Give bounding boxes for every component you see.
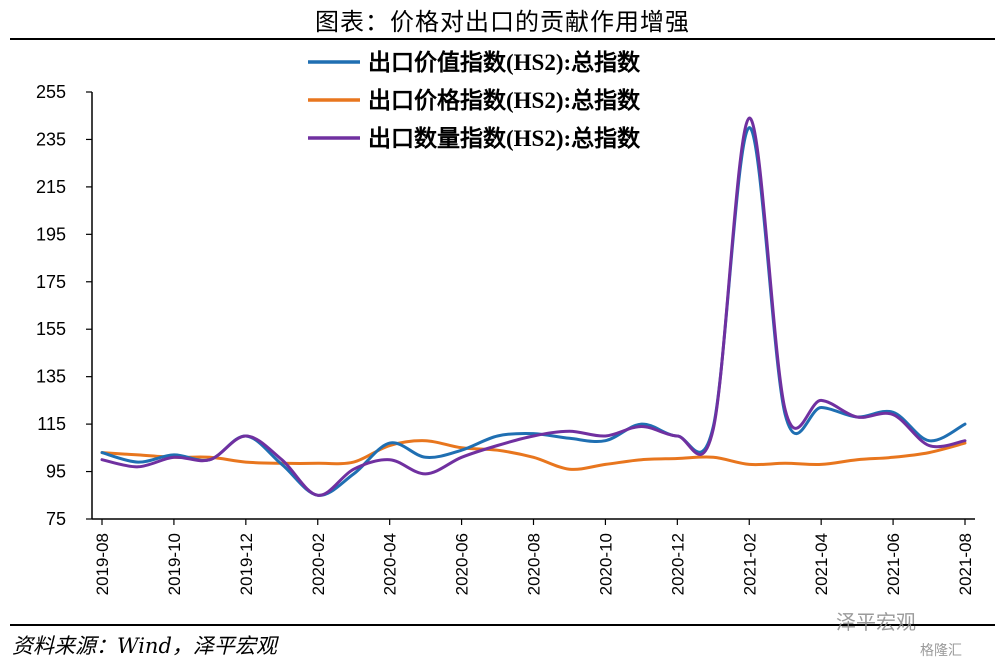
series-line-0 — [100, 126, 967, 497]
x-tick-label: 2019-10 — [165, 533, 184, 595]
y-tick-label: 235 — [36, 129, 66, 149]
y-tick-label: 135 — [36, 367, 66, 387]
x-tick-label: 2020-10 — [596, 533, 615, 595]
source-rule — [10, 624, 995, 626]
x-tick-label: 2020-04 — [381, 533, 400, 595]
y-tick-label: 175 — [36, 272, 66, 292]
legend-label: 出口价值指数(HS2):总指数 — [368, 49, 641, 75]
x-tick-label: 2021-02 — [740, 533, 759, 595]
x-tick-label: 2019-08 — [93, 533, 112, 595]
legend-label: 出口数量指数(HS2):总指数 — [368, 125, 641, 151]
series-lines — [100, 116, 967, 497]
watermark-badge: 格隆汇 — [920, 643, 962, 659]
watermark-text: 泽平宏观 — [836, 610, 916, 634]
series-line-1 — [100, 439, 967, 471]
x-tick-label: 2020-06 — [453, 533, 472, 595]
y-tick-label: 215 — [36, 177, 66, 197]
y-tick-label: 195 — [36, 224, 66, 244]
legend-label: 出口价格指数(HS2):总指数 — [368, 87, 641, 113]
x-tick-label: 2020-08 — [525, 533, 544, 595]
x-tick-label: 2021-04 — [812, 533, 831, 595]
x-tick-labels: 2019-08 2019-10 2019-12 2020-02 2020-04 2020-… — [93, 533, 975, 595]
x-tick-label: 2019-12 — [237, 533, 256, 595]
y-tick-label: 75 — [46, 509, 66, 529]
legend: 出口价值指数(HS2):总指数出口价格指数(HS2):总指数出口数量指数(HS2… — [308, 49, 641, 151]
series-line-2 — [100, 116, 967, 497]
source-note: 资料来源：Wind，泽平宏观 — [12, 634, 277, 658]
y-tick-label: 255 — [36, 82, 66, 102]
title-rule — [10, 38, 995, 40]
x-tick-label: 2020-12 — [668, 533, 687, 595]
axes — [86, 91, 975, 525]
y-tick-label: 115 — [37, 414, 66, 434]
y-tick-labels: 75 95 115 135 155 175 195 215 235 255 — [36, 82, 66, 529]
y-tick-label: 95 — [46, 462, 66, 482]
y-tick-label: 155 — [36, 319, 66, 339]
x-tick-label: 2021-06 — [884, 533, 903, 595]
x-tick-label: 2020-02 — [309, 533, 328, 595]
chart-title: 图表：价格对出口的贡献作用增强 — [315, 8, 690, 36]
x-tick-label: 2021-08 — [956, 533, 975, 595]
